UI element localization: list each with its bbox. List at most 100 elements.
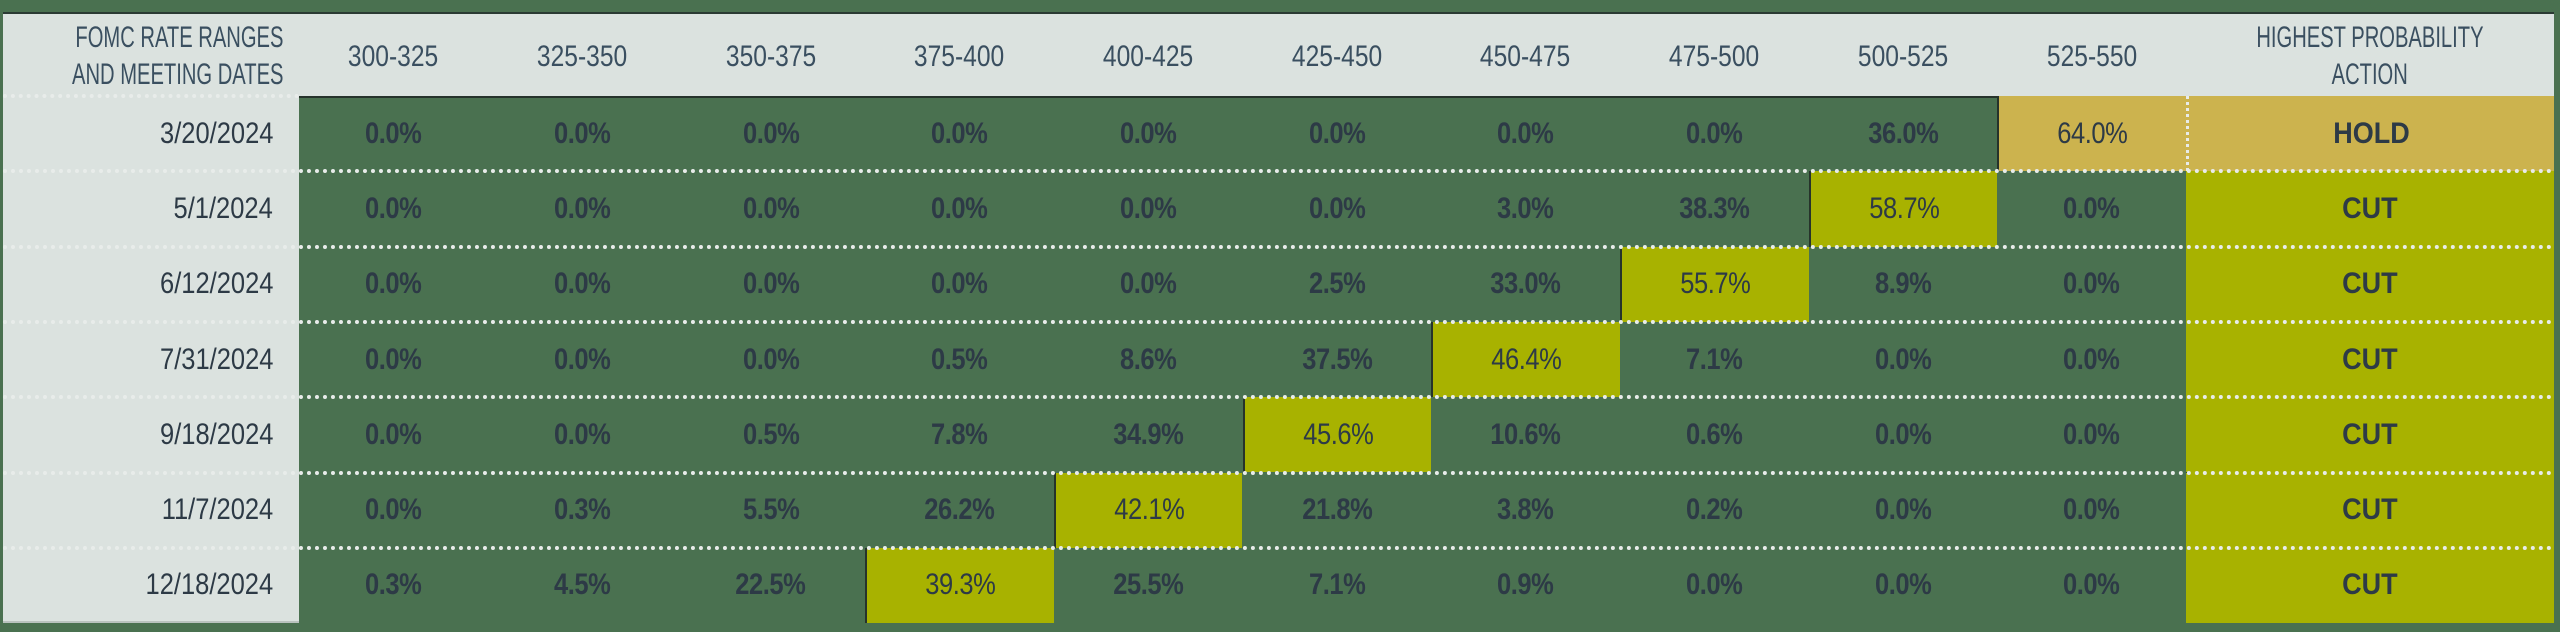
meeting-date: 12/18/2024 [145,568,273,602]
probability-value: 0.5% [931,342,988,376]
date-column [3,96,299,623]
probability-value: 64.0% [2057,116,2129,150]
header-action-line1: HIGHEST PROBABILITY [2256,21,2484,54]
probability-value: 0.0% [553,191,611,225]
header-range-label: 350-375 [725,39,816,73]
probability-cell: 0.0% [1054,96,1243,171]
action-label: CUT [2342,493,2398,527]
fomc-probability-table: FOMC RATE RANGES AND MEETING DATES 300-32… [3,12,2554,624]
probability-cell: 36.0% [1809,96,1998,171]
probability-value: 0.0% [2063,267,2120,301]
row-divider [3,470,2554,475]
probability-cell: 0.0% [299,247,488,322]
probability-cell: 0.6% [1620,397,1809,472]
header-range-label: 375-400 [914,39,1005,73]
header-label-line1: FOMC RATE RANGES [74,21,283,54]
probability-value: 0.0% [365,267,422,301]
probability-cell: 0.2% [1620,473,1809,548]
table-row: 3/20/2024 0.0% 0.0% 0.0% 0.0% 0.0% 0.0% 0.0% 0.0… [3,94,2554,172]
header-range-325-350: 325-350 [488,14,677,98]
action-label: CUT [2342,191,2398,225]
header-action-line2: ACTION [2331,58,2409,91]
probability-value: 0.0% [1874,417,1932,451]
action-cell: HOLD [2186,96,2554,172]
probability-cell: 0.0% [299,322,488,397]
probability-value: 38.3% [1679,191,1750,225]
table-row: 12/18/2024 0.3% 4.5% 22.5% 39.3% 25.5% 7.1% 0.9… [3,545,2554,624]
action-cell: CUT [2186,171,2554,247]
probability-cell: 10.6% [1431,397,1620,472]
meeting-date-cell: 6/12/2024 [3,247,299,322]
meeting-date-cell: 12/18/2024 [3,548,299,623]
probability-value: 0.0% [1874,493,1932,527]
probability-value: 0.0% [553,417,611,451]
probability-cell: 0.3% [299,548,488,623]
probability-cell: 0.5% [676,397,865,472]
probability-value: 0.9% [1497,568,1554,602]
probability-value: 0.0% [553,267,611,301]
probability-value: 0.0% [931,116,988,150]
row-divider [3,395,2554,400]
probability-cell: 5.5% [676,473,865,548]
probability-cell: 0.0% [1997,548,2186,623]
meeting-date-cell: 7/31/2024 [3,322,299,397]
header-range-375-400: 375-400 [865,14,1054,98]
meeting-date-cell: 5/1/2024 [3,171,299,246]
probability-cell-highest: 55.7% [1619,246,1809,322]
header-range-label: 525-550 [2046,39,2137,73]
action-label: CUT [2342,267,2398,301]
probability-value: 0.3% [553,493,611,527]
header-range-label: 475-500 [1669,39,1760,73]
probability-value: 5.5% [742,493,800,527]
probability-cell: 2.5% [1243,247,1432,322]
probability-cell: 0.0% [1243,171,1432,246]
header-range-label: 425-450 [1291,39,1382,73]
header-dates-label: FOMC RATE RANGES AND MEETING DATES [3,14,283,98]
probability-value: 0.0% [1686,116,1743,150]
probability-cell: 3.8% [1431,473,1620,548]
probability-cell: 0.0% [676,247,865,322]
probability-value: 0.0% [742,267,800,301]
probability-cell: 0.0% [1243,96,1432,171]
probability-value: 0.0% [1308,116,1366,150]
probability-value: 0.0% [2063,568,2120,602]
meeting-date: 9/18/2024 [159,417,273,451]
probability-cell: 7.1% [1620,322,1809,397]
probability-cell: 0.0% [488,96,677,171]
meeting-date-cell: 9/18/2024 [3,397,299,472]
header-range-350-375: 350-375 [676,14,865,98]
probability-value: 7.1% [1686,342,1743,376]
probability-value: 0.0% [742,342,800,376]
row-divider [3,169,2554,174]
meeting-date: 7/31/2024 [159,342,273,376]
probability-value: 39.3% [925,568,996,602]
probability-cell: 0.0% [1809,322,1998,397]
header-range-label: 500-525 [1857,39,1949,73]
probability-value: 0.0% [931,191,988,225]
header-label-line2: AND MEETING DATES [71,58,284,91]
probability-cell: 0.0% [1997,473,2186,548]
header-range-label: 450-475 [1480,39,1571,73]
probability-cell: 0.0% [1620,96,1809,171]
probability-value: 2.5% [1308,267,1366,301]
header-range-450-475: 450-475 [1431,14,1620,98]
action-cell: CUT [2186,246,2554,322]
probability-cell: 0.0% [299,96,488,171]
table-row: 11/7/2024 0.0% 0.3% 5.5% 26.2% 42.1% 21.8% 3.8%… [3,470,2554,548]
probability-cell: 3.0% [1431,171,1620,246]
probability-value: 0.0% [1874,342,1932,376]
header-range-425-450: 425-450 [1243,14,1432,98]
probability-value: 4.5% [553,568,611,602]
probability-cell: 25.5% [1054,548,1243,623]
probability-cell-highest: 58.7% [1808,171,1998,247]
row-divider [3,94,299,98]
probability-value: 0.0% [742,116,800,150]
action-cell: CUT [2186,397,2554,473]
probability-cell: 0.0% [676,171,865,246]
probability-value: 0.0% [742,191,800,225]
probability-cell: 0.0% [1809,473,1998,548]
probability-cell: 0.0% [1054,247,1243,322]
probability-value: 0.0% [553,342,611,376]
probability-cell: 0.0% [1997,322,2186,397]
table-row: 9/18/2024 0.0% 0.0% 0.5% 7.8% 34.9% 45.6% 10.6%… [3,395,2554,473]
